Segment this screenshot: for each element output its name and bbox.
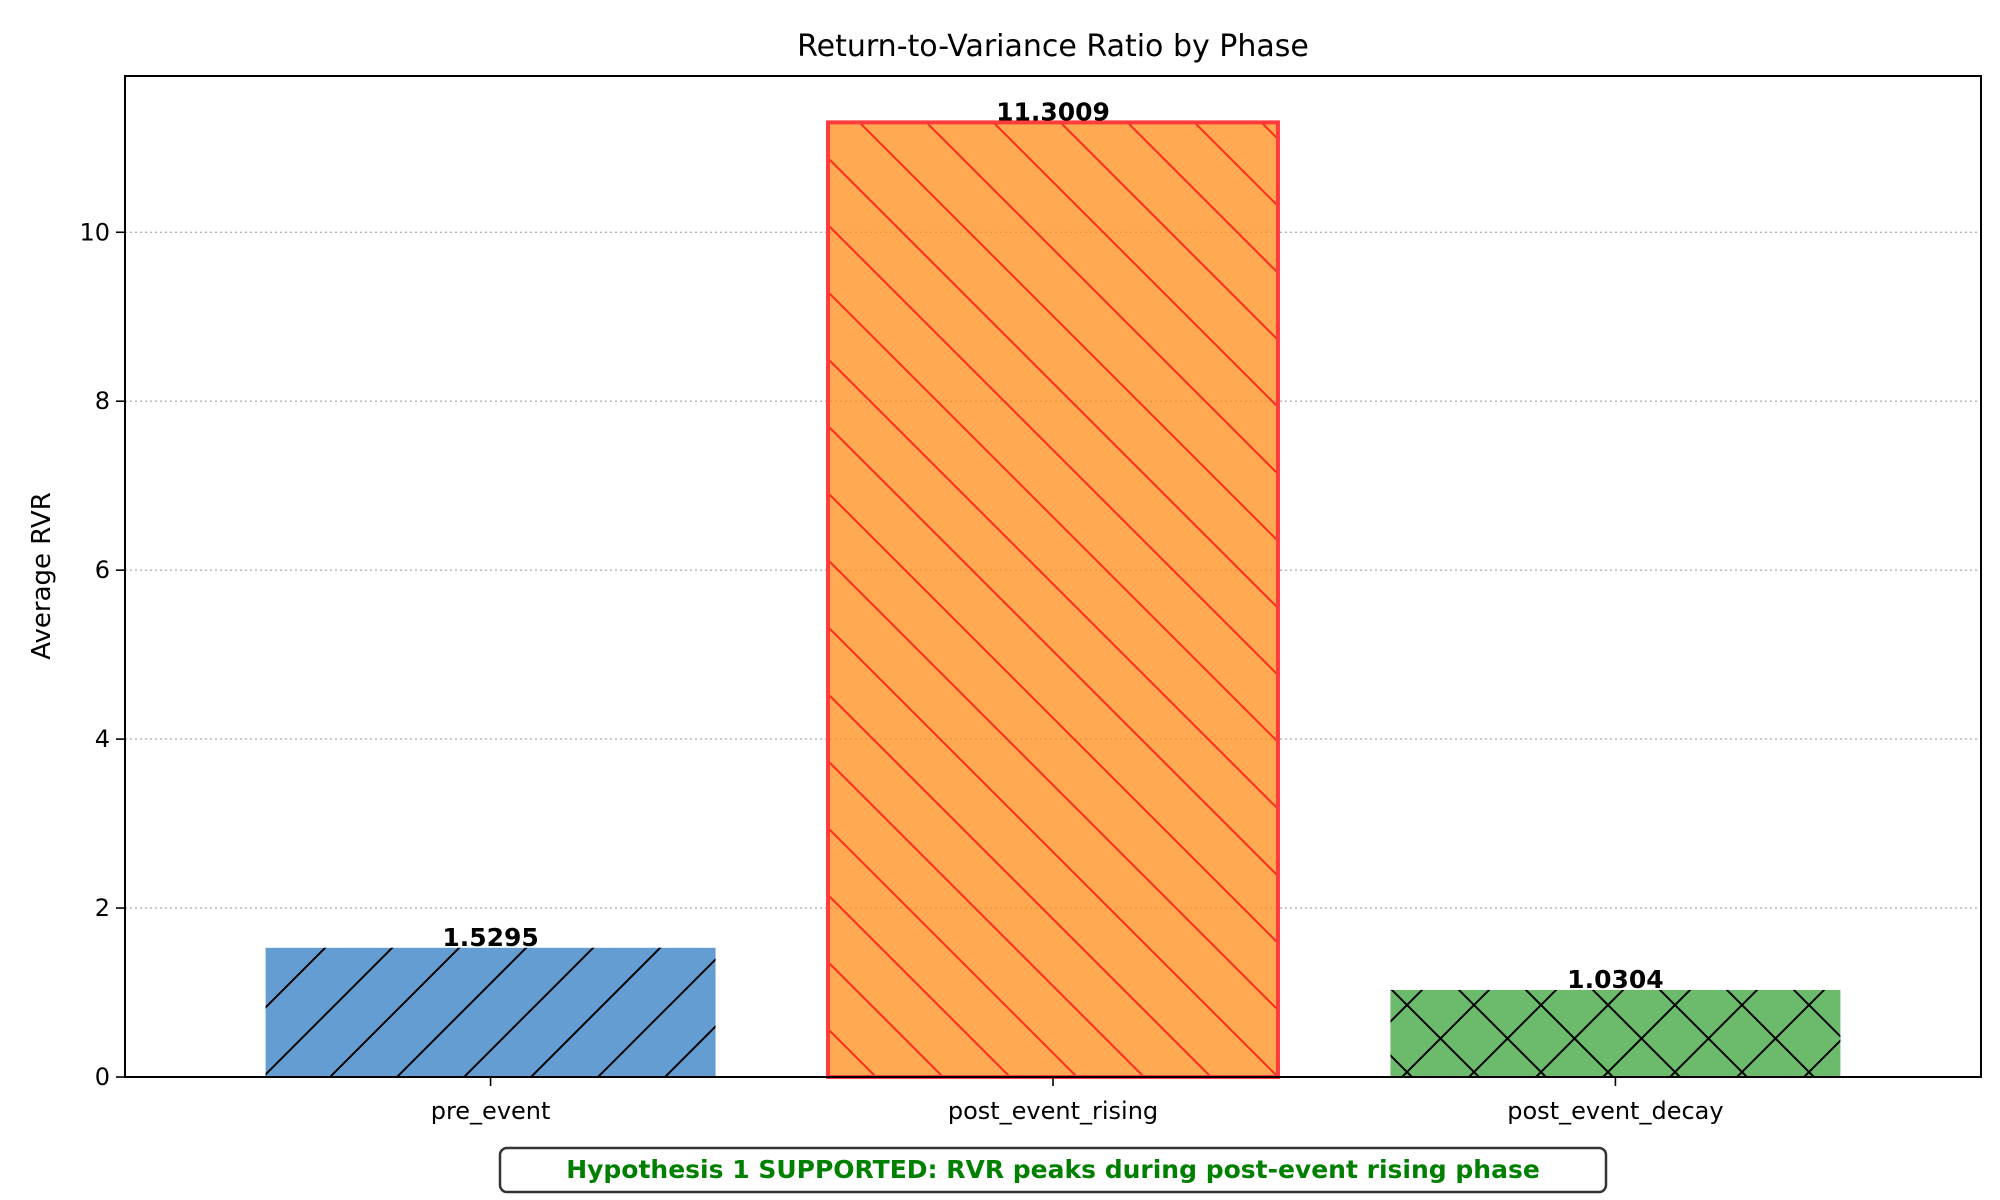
y-axis-title: Average RVR xyxy=(27,492,57,660)
x-tick-label: post_event_rising xyxy=(948,1097,1158,1125)
y-tick-label: 2 xyxy=(95,894,110,922)
x-axis: pre_event post_event_rising post_event_dec… xyxy=(431,1077,1724,1125)
hypothesis-note-text: Hypothesis 1 SUPPORTED: RVR peaks during… xyxy=(566,1155,1540,1184)
data-labels: 1.5295 11.3009 1.0304 xyxy=(442,97,1663,994)
hypothesis-note-box xyxy=(498,1146,1608,1194)
y-axis: 0 2 4 6 8 10 xyxy=(79,218,125,1091)
bar-pre_event xyxy=(265,947,716,1077)
chart-title: Return-to-Variance Ratio by Phase xyxy=(797,29,1309,64)
bar-value-label: 11.3009 xyxy=(996,97,1110,126)
y-tick-label: 0 xyxy=(95,1063,110,1091)
y-tick-label: 10 xyxy=(79,218,110,246)
x-tick-label: pre_event xyxy=(431,1097,551,1125)
y-tick-label: 6 xyxy=(95,556,110,584)
hypothesis-note: Hypothesis 1 SUPPORTED: RVR peaks during… xyxy=(498,1146,1608,1194)
bar-post_event_rising xyxy=(826,120,1280,1079)
y-tick-label: 4 xyxy=(95,725,110,753)
bar-value-label: 1.5295 xyxy=(442,923,538,952)
grid-lines xyxy=(125,231,1981,909)
bar-hatch xyxy=(828,122,1278,1077)
bar-post_event_decay xyxy=(1390,989,1841,1077)
bar-hatch xyxy=(265,947,716,1077)
bar-value-label: 1.0304 xyxy=(1567,965,1663,994)
bars xyxy=(265,120,1841,1079)
bar-hatch xyxy=(1390,989,1841,1077)
x-tick-label: post_event_decay xyxy=(1507,1097,1723,1125)
y-tick-label: 8 xyxy=(95,387,110,415)
